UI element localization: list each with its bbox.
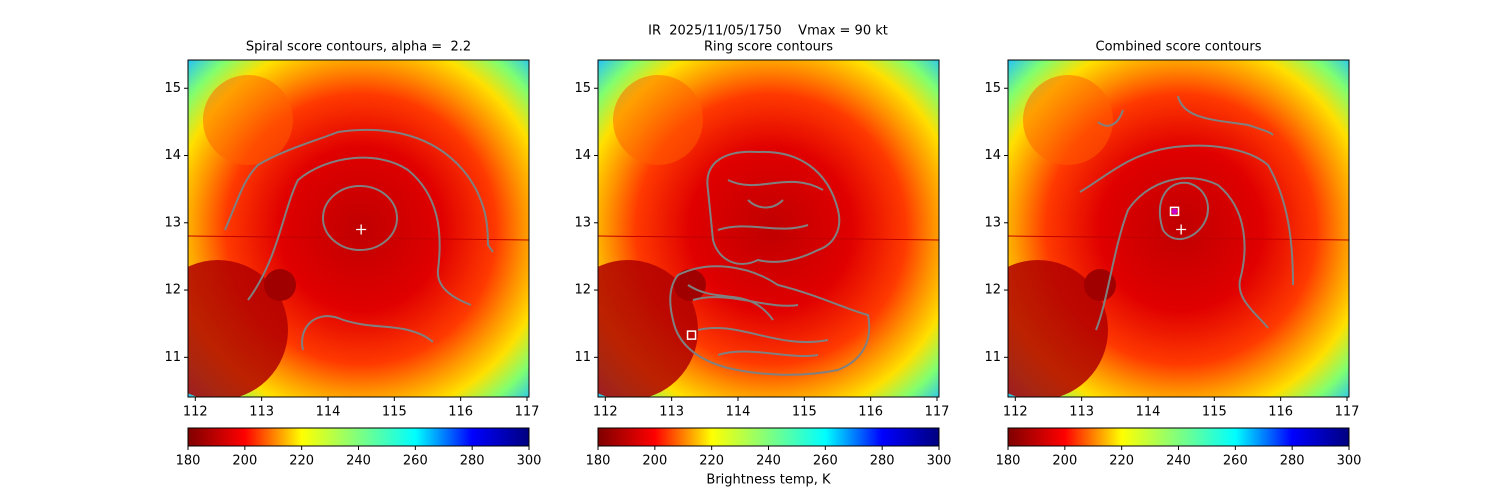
colorbar-tick-label: 260: [813, 454, 838, 469]
colorbar-tick-label: 240: [346, 454, 371, 469]
y-tick-label: 12: [164, 283, 181, 298]
x-tick-label: 115: [1202, 405, 1227, 420]
axes-frame: [597, 59, 940, 398]
y-tick-label: 15: [574, 81, 591, 96]
x-tick-label: 114: [726, 405, 751, 420]
x-tick-label: 113: [1069, 405, 1094, 420]
colorbar-tick-label: 220: [1109, 454, 1134, 469]
y-tick-label: 13: [984, 215, 1001, 230]
colorbar-tick-label: 300: [517, 454, 542, 469]
x-tick-label: 112: [1003, 405, 1028, 420]
y-tick-label: 14: [574, 148, 591, 163]
y-tick-label: 11: [164, 350, 181, 365]
colorbar-tick-label: 180: [586, 454, 611, 469]
colorbar-tick-label: 200: [232, 454, 257, 469]
colorbar-tick-label: 200: [1052, 454, 1077, 469]
y-tick-label: 12: [574, 283, 591, 298]
center-marker: [1176, 224, 1187, 235]
colorbar: [1007, 427, 1350, 447]
panel-title: Spiral score contours, alpha = 2.2: [246, 40, 471, 55]
colorbar-tick-label: 240: [756, 454, 781, 469]
x-tick-label: 116: [1268, 405, 1293, 420]
colorbar-tick-label: 300: [927, 454, 952, 469]
image-panel: [1008, 60, 1349, 397]
colorbar-label: Brightness temp, K: [706, 473, 831, 488]
x-tick-label: 116: [448, 405, 473, 420]
x-tick-label: 112: [593, 405, 618, 420]
center-marker: [356, 224, 367, 235]
y-tick-label: 14: [984, 148, 1001, 163]
colorbar-tick-label: 260: [403, 454, 428, 469]
colorbar-tick-label: 180: [176, 454, 201, 469]
colorbar: [597, 427, 940, 447]
x-tick-label: 112: [183, 405, 208, 420]
colorbar-tick-label: 220: [289, 454, 314, 469]
colorbar-tick-label: 300: [1337, 454, 1362, 469]
x-tick-label: 115: [792, 405, 817, 420]
colorbar-tick-label: 200: [642, 454, 667, 469]
y-tick-label: 13: [164, 215, 181, 230]
max-marker: [686, 330, 697, 340]
colorbar-tick-label: 180: [996, 454, 1021, 469]
x-tick-label: 114: [1136, 405, 1161, 420]
y-tick-label: 12: [984, 283, 1001, 298]
suptitle: IR 2025/11/05/1750 Vmax = 90 kt: [648, 24, 888, 39]
x-tick-label: 117: [925, 405, 950, 420]
y-tick-label: 13: [574, 215, 591, 230]
x-tick-label: 115: [382, 405, 407, 420]
x-tick-label: 117: [1335, 405, 1360, 420]
colorbar-tick-label: 240: [1166, 454, 1191, 469]
panel-title: Ring score contours: [704, 40, 833, 55]
x-tick-label: 114: [316, 405, 341, 420]
image-panel: [598, 60, 939, 397]
colorbar-tick-label: 260: [1223, 454, 1248, 469]
axes-frame: [1007, 59, 1350, 398]
colorbar-tick-label: 280: [870, 454, 895, 469]
max-marker: [1169, 206, 1180, 217]
x-tick-label: 117: [515, 405, 540, 420]
max-marker: [1171, 208, 1178, 215]
y-tick-label: 15: [984, 81, 1001, 96]
x-tick-label: 113: [249, 405, 274, 420]
colorbar-tick-label: 220: [699, 454, 724, 469]
y-tick-label: 11: [984, 350, 1001, 365]
image-panel: [188, 60, 529, 397]
y-tick-label: 14: [164, 148, 181, 163]
y-tick-label: 11: [574, 350, 591, 365]
panel-title: Combined score contours: [1096, 40, 1262, 55]
colorbar-tick-label: 280: [460, 454, 485, 469]
x-tick-label: 116: [858, 405, 883, 420]
colorbar: [187, 427, 530, 447]
colorbar-tick-label: 280: [1280, 454, 1305, 469]
y-tick-label: 15: [164, 81, 181, 96]
x-tick-label: 113: [659, 405, 684, 420]
axes-frame: [187, 59, 530, 398]
